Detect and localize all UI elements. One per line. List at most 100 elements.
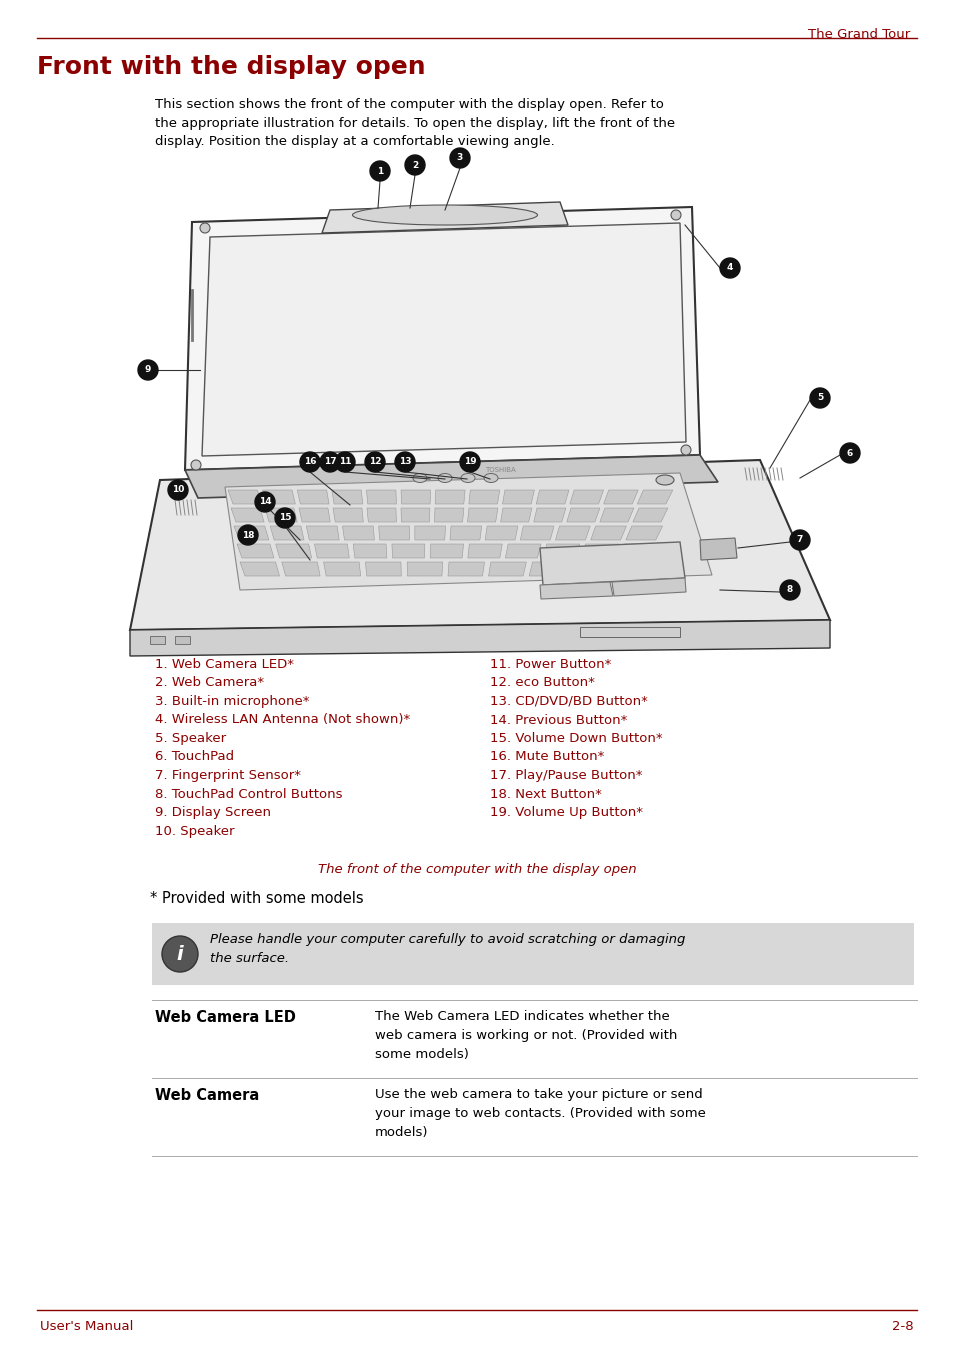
Text: 9: 9 <box>145 365 151 375</box>
Text: This section shows the front of the computer with the display open. Refer to
the: This section shows the front of the comp… <box>154 97 675 147</box>
Polygon shape <box>599 508 633 522</box>
Text: Use the web camera to take your picture or send
your image to web contacts. (Pro: Use the web camera to take your picture … <box>375 1088 705 1138</box>
Polygon shape <box>231 508 264 522</box>
Polygon shape <box>467 544 502 558</box>
Polygon shape <box>536 489 568 504</box>
Text: 2-8: 2-8 <box>891 1320 913 1333</box>
Text: 9. Display Screen: 9. Display Screen <box>154 806 271 819</box>
Text: 10: 10 <box>172 485 184 495</box>
Text: * Provided with some models: * Provided with some models <box>150 891 363 906</box>
Text: 6. TouchPad: 6. TouchPad <box>154 750 233 764</box>
Polygon shape <box>430 544 463 558</box>
Text: 7: 7 <box>796 535 802 545</box>
Polygon shape <box>569 562 609 576</box>
Text: 6: 6 <box>846 449 852 457</box>
Text: 12: 12 <box>369 457 381 466</box>
Polygon shape <box>500 508 532 522</box>
Polygon shape <box>262 489 295 504</box>
Polygon shape <box>228 489 261 504</box>
Text: 18. Next Button*: 18. Next Button* <box>490 787 601 800</box>
Text: 2. Web Camera*: 2. Web Camera* <box>154 676 264 690</box>
Polygon shape <box>502 489 534 504</box>
Polygon shape <box>539 581 613 599</box>
Polygon shape <box>448 562 484 576</box>
Circle shape <box>670 210 680 220</box>
Polygon shape <box>519 526 554 539</box>
Text: The front of the computer with the display open: The front of the computer with the displ… <box>317 863 636 876</box>
Circle shape <box>365 452 385 472</box>
Ellipse shape <box>656 475 673 485</box>
Text: 5. Speaker: 5. Speaker <box>154 731 226 745</box>
Polygon shape <box>612 579 685 596</box>
Polygon shape <box>275 544 312 558</box>
Polygon shape <box>569 489 603 504</box>
Circle shape <box>370 161 390 181</box>
Polygon shape <box>323 562 360 576</box>
Polygon shape <box>281 562 320 576</box>
Polygon shape <box>542 544 579 558</box>
Polygon shape <box>400 508 430 522</box>
Circle shape <box>789 530 809 550</box>
Text: TOSHIBA: TOSHIBA <box>484 466 515 473</box>
Text: 18: 18 <box>241 530 254 539</box>
Ellipse shape <box>352 206 537 224</box>
Polygon shape <box>400 489 430 504</box>
Text: 11. Power Button*: 11. Power Button* <box>490 658 611 671</box>
Polygon shape <box>130 460 829 630</box>
Ellipse shape <box>483 473 497 483</box>
Polygon shape <box>236 544 274 558</box>
Text: Web Camera LED: Web Camera LED <box>154 1010 295 1025</box>
Polygon shape <box>468 489 499 504</box>
Polygon shape <box>618 544 657 558</box>
Polygon shape <box>365 562 401 576</box>
Text: 8: 8 <box>786 585 792 595</box>
Polygon shape <box>233 526 269 539</box>
Circle shape <box>780 580 800 600</box>
Text: 2: 2 <box>412 161 417 169</box>
Circle shape <box>840 443 859 462</box>
Text: 1: 1 <box>376 166 383 176</box>
Text: Web Camera: Web Camera <box>154 1088 259 1103</box>
Polygon shape <box>265 508 297 522</box>
Polygon shape <box>632 508 667 522</box>
Polygon shape <box>270 526 304 539</box>
Text: User's Manual: User's Manual <box>40 1320 133 1333</box>
Ellipse shape <box>460 473 475 483</box>
Polygon shape <box>566 508 599 522</box>
Polygon shape <box>603 489 638 504</box>
Circle shape <box>254 492 274 512</box>
Text: 14. Previous Button*: 14. Previous Button* <box>490 714 627 726</box>
Polygon shape <box>610 562 651 576</box>
Polygon shape <box>130 621 829 656</box>
Polygon shape <box>367 508 396 522</box>
Polygon shape <box>392 544 424 558</box>
Polygon shape <box>314 544 349 558</box>
Circle shape <box>319 452 339 472</box>
Polygon shape <box>485 526 517 539</box>
Bar <box>579 627 679 637</box>
Circle shape <box>237 525 257 545</box>
Text: 13. CD/DVD/BD Button*: 13. CD/DVD/BD Button* <box>490 695 647 708</box>
Polygon shape <box>366 489 396 504</box>
Text: 14: 14 <box>258 498 271 507</box>
Polygon shape <box>488 562 526 576</box>
Polygon shape <box>407 562 442 576</box>
Text: The Grand Tour: The Grand Tour <box>807 28 909 41</box>
Circle shape <box>162 936 198 972</box>
Text: 4: 4 <box>726 264 733 273</box>
Polygon shape <box>555 526 590 539</box>
Ellipse shape <box>413 473 427 483</box>
Circle shape <box>200 223 210 233</box>
Polygon shape <box>240 562 279 576</box>
Text: 5: 5 <box>816 393 822 403</box>
Polygon shape <box>434 508 463 522</box>
Polygon shape <box>306 526 339 539</box>
Text: Front with the display open: Front with the display open <box>37 55 425 78</box>
Text: The Web Camera LED indicates whether the
web camera is working or not. (Provided: The Web Camera LED indicates whether the… <box>375 1010 677 1061</box>
Polygon shape <box>353 544 387 558</box>
Polygon shape <box>467 508 497 522</box>
Polygon shape <box>700 538 737 560</box>
Bar <box>152 923 913 986</box>
Circle shape <box>395 452 415 472</box>
Circle shape <box>274 508 294 529</box>
